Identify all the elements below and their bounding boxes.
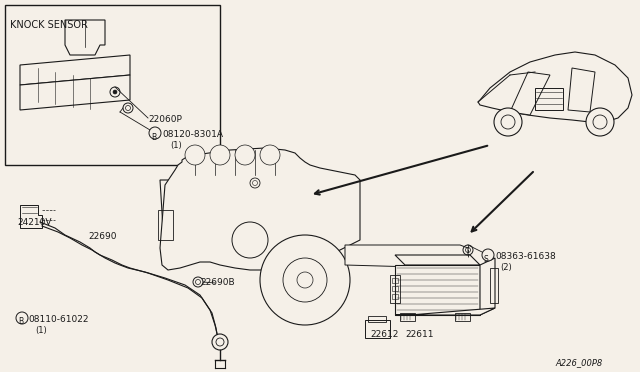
Circle shape bbox=[210, 145, 230, 165]
Circle shape bbox=[235, 145, 255, 165]
Bar bbox=[535, 88, 563, 110]
Polygon shape bbox=[20, 55, 130, 85]
Text: 22690B: 22690B bbox=[200, 278, 235, 287]
Text: 08363-61638: 08363-61638 bbox=[495, 252, 556, 261]
Polygon shape bbox=[160, 148, 360, 270]
Text: 08120-8301A: 08120-8301A bbox=[162, 130, 223, 139]
Text: 22060P: 22060P bbox=[148, 115, 182, 124]
Circle shape bbox=[482, 249, 494, 261]
Polygon shape bbox=[160, 180, 360, 260]
Circle shape bbox=[212, 334, 228, 350]
Text: 22690: 22690 bbox=[88, 232, 116, 241]
Polygon shape bbox=[65, 20, 105, 55]
Polygon shape bbox=[395, 265, 480, 315]
Text: (1): (1) bbox=[35, 326, 47, 335]
Bar bbox=[490, 268, 498, 303]
Circle shape bbox=[260, 145, 280, 165]
Text: (2): (2) bbox=[500, 263, 512, 272]
Bar bbox=[400, 313, 415, 321]
Bar bbox=[392, 286, 398, 291]
Polygon shape bbox=[20, 75, 130, 110]
Text: 08110-61022: 08110-61022 bbox=[28, 315, 88, 324]
Polygon shape bbox=[478, 52, 632, 122]
Text: KNOCK SENSOR: KNOCK SENSOR bbox=[10, 20, 88, 30]
Circle shape bbox=[494, 108, 522, 136]
Circle shape bbox=[260, 235, 350, 325]
Circle shape bbox=[16, 312, 28, 324]
Circle shape bbox=[586, 108, 614, 136]
Bar bbox=[365, 320, 390, 338]
Circle shape bbox=[185, 145, 205, 165]
Polygon shape bbox=[345, 245, 468, 268]
Bar bbox=[392, 278, 398, 283]
Bar bbox=[390, 275, 400, 303]
Text: 24210V: 24210V bbox=[17, 218, 51, 227]
Circle shape bbox=[149, 127, 161, 139]
Bar bbox=[368, 316, 386, 322]
Text: S: S bbox=[484, 254, 489, 263]
Bar bbox=[455, 313, 470, 321]
Bar bbox=[158, 210, 173, 240]
Bar bbox=[5, 5, 220, 165]
Polygon shape bbox=[395, 255, 480, 265]
Polygon shape bbox=[480, 258, 495, 315]
Polygon shape bbox=[395, 308, 495, 315]
Text: (1): (1) bbox=[170, 141, 182, 150]
Polygon shape bbox=[20, 205, 42, 228]
Polygon shape bbox=[175, 155, 295, 220]
Circle shape bbox=[113, 90, 117, 94]
Text: B: B bbox=[152, 132, 157, 141]
Circle shape bbox=[232, 222, 268, 258]
Polygon shape bbox=[510, 72, 550, 115]
Text: B: B bbox=[19, 317, 24, 327]
Circle shape bbox=[283, 258, 327, 302]
Text: 22612: 22612 bbox=[370, 330, 398, 339]
Bar bbox=[392, 294, 398, 299]
Text: 22611: 22611 bbox=[405, 330, 433, 339]
Polygon shape bbox=[568, 68, 595, 112]
Text: A226_00P8: A226_00P8 bbox=[555, 358, 602, 367]
